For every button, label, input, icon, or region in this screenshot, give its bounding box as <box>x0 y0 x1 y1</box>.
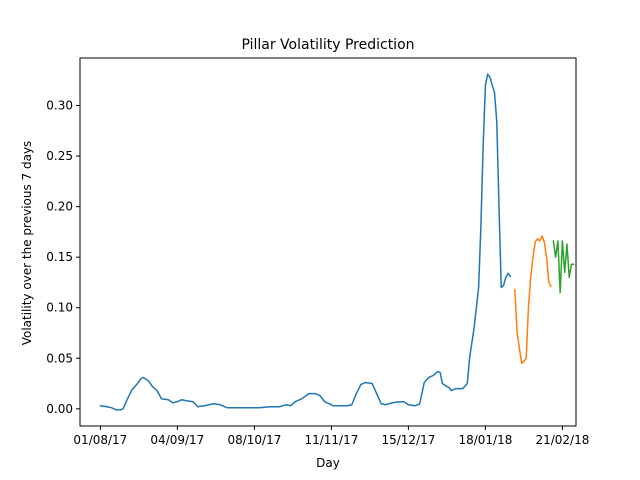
x-tick-label: 08/10/17 <box>227 433 281 447</box>
y-tick-label: 0.05 <box>46 351 73 365</box>
y-axis-ticks: 0.00 0.05 0.10 0.15 0.20 0.25 0.30 <box>46 99 80 416</box>
x-tick-label: 04/09/17 <box>150 433 204 447</box>
x-axis-label: Day <box>316 456 340 470</box>
series-line-2 <box>514 235 552 365</box>
x-tick-label: 18/01/18 <box>458 433 512 447</box>
series-line-3 <box>552 240 575 294</box>
x-tick-label: 15/12/17 <box>381 433 435 447</box>
series-line-1 <box>99 73 512 411</box>
chart-title: Pillar Volatility Prediction <box>241 37 414 53</box>
x-axis-ticks: 01/08/17 04/09/17 08/10/17 11/11/17 15/12/17… <box>73 426 589 447</box>
y-tick-label: 0.20 <box>46 200 73 214</box>
x-tick-label: 21/02/18 <box>535 433 589 447</box>
x-tick-label: 11/11/17 <box>304 433 358 447</box>
y-tick-label: 0.15 <box>46 250 73 264</box>
y-tick-label: 0.00 <box>46 402 73 416</box>
plot-area-frame <box>79 57 577 427</box>
y-tick-label: 0.30 <box>46 99 73 113</box>
x-tick-label: 01/08/17 <box>73 433 127 447</box>
y-tick-label: 0.10 <box>46 301 73 315</box>
y-axis-label: Volatility over the previous 7 days <box>20 141 34 346</box>
series-layer <box>99 73 575 411</box>
y-tick-label: 0.25 <box>46 149 73 163</box>
